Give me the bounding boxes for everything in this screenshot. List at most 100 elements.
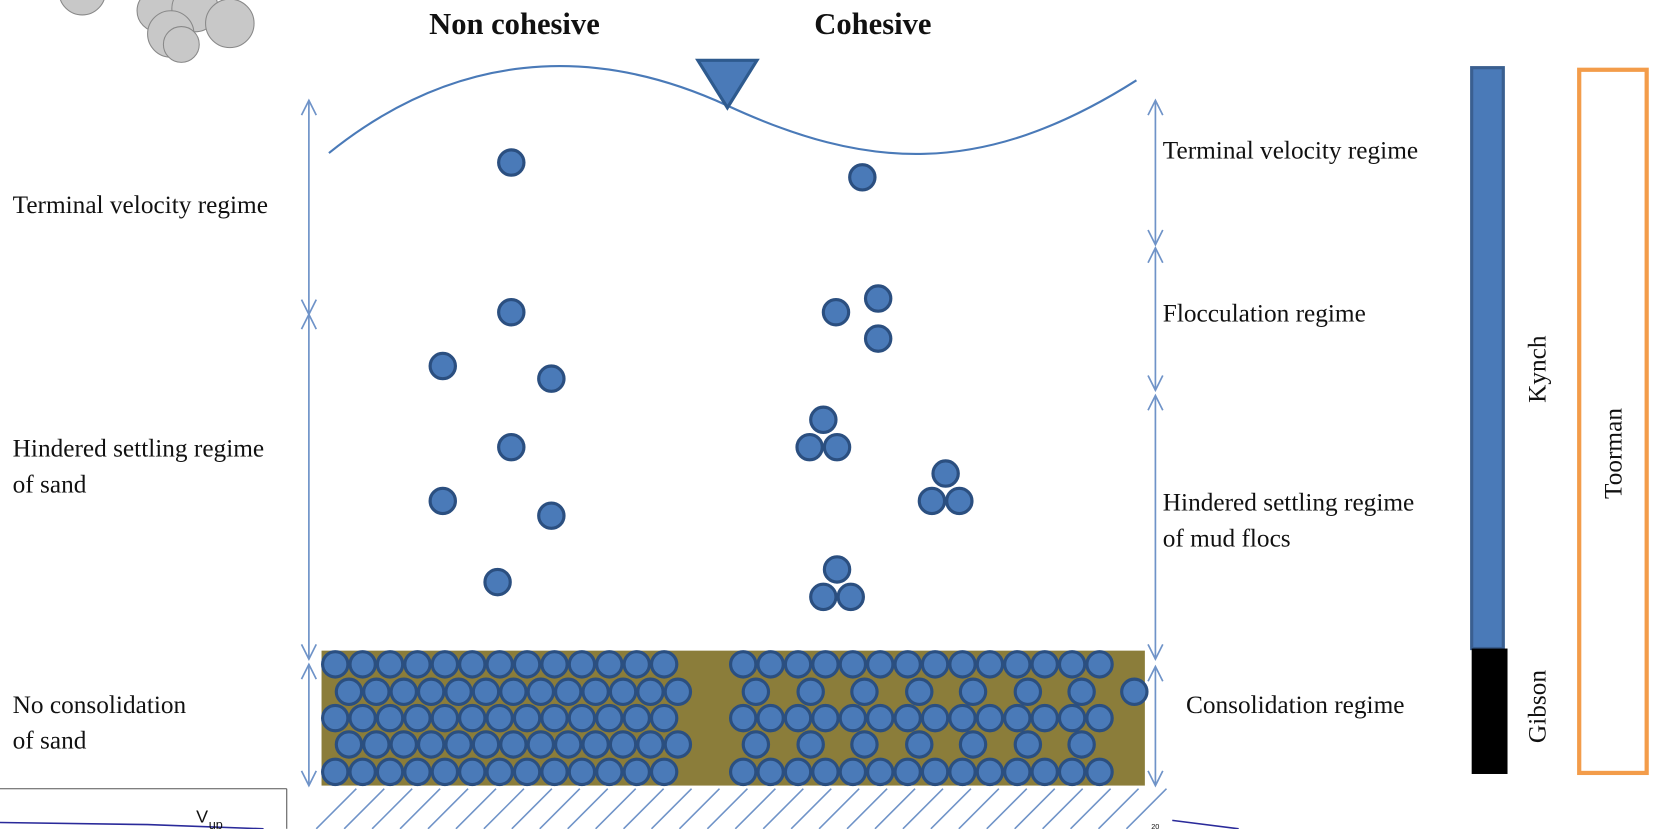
particle: [542, 705, 567, 730]
particle: [323, 652, 348, 677]
particle: [1005, 759, 1030, 784]
particle: [823, 300, 848, 325]
particle: [813, 705, 838, 730]
particle: [539, 503, 564, 528]
particle: [758, 652, 783, 677]
particle: [487, 705, 512, 730]
particle: [430, 488, 455, 513]
particle: [950, 705, 975, 730]
particle: [460, 652, 485, 677]
particle: [950, 759, 975, 784]
regime-label: of sand: [13, 471, 87, 499]
particle: [583, 732, 608, 757]
particle: [569, 759, 594, 784]
particle: [460, 759, 485, 784]
particle: [868, 759, 893, 784]
particle: [446, 679, 471, 704]
particle: [499, 300, 524, 325]
particle: [1087, 705, 1112, 730]
particle: [569, 652, 594, 677]
particle: [731, 705, 756, 730]
inset-fragment: V up 20: [0, 789, 1239, 829]
particle: [977, 759, 1002, 784]
particle: [652, 652, 677, 677]
particle: [758, 759, 783, 784]
inset-label: V: [196, 806, 208, 826]
particle: [624, 652, 649, 677]
particle: [922, 705, 947, 730]
particle: [350, 705, 375, 730]
regime-label: Hindered settling regime: [1163, 488, 1414, 516]
particle: [432, 759, 457, 784]
particle: [556, 679, 581, 704]
particle: [364, 732, 389, 757]
particle: [1069, 679, 1094, 704]
particle: [824, 557, 849, 582]
particle: [539, 366, 564, 391]
particle: [597, 652, 622, 677]
particle: [377, 759, 402, 784]
diagram: Non cohesive Cohesive Kynch Gibson Toorm…: [0, 0, 1653, 829]
particle: [1059, 652, 1084, 677]
particle: [1059, 705, 1084, 730]
particle: [1032, 705, 1057, 730]
particle: [1059, 759, 1084, 784]
particle: [638, 732, 663, 757]
particle: [813, 652, 838, 677]
particle: [852, 732, 877, 757]
particle: [797, 435, 822, 460]
particle: [1087, 652, 1112, 677]
particle: [977, 705, 1002, 730]
particle: [868, 705, 893, 730]
particle: [405, 759, 430, 784]
particle: [813, 759, 838, 784]
particle: [610, 732, 635, 757]
particle: [811, 584, 836, 609]
particle: [377, 705, 402, 730]
particle: [933, 461, 958, 486]
particle: [838, 584, 863, 609]
particle: [501, 679, 526, 704]
particle: [499, 150, 524, 175]
particle: [866, 326, 891, 351]
particle: [785, 759, 810, 784]
particle: [350, 759, 375, 784]
particle: [852, 679, 877, 704]
particle: [840, 652, 865, 677]
particle: [430, 353, 455, 378]
particle: [811, 407, 836, 432]
particle: [542, 759, 567, 784]
page: Non cohesive Cohesive Kynch Gibson Toorm…: [0, 0, 1653, 829]
particle: [432, 652, 457, 677]
particle: [597, 759, 622, 784]
particle: [665, 732, 690, 757]
particle: [391, 732, 416, 757]
particle: [731, 652, 756, 677]
particle: [405, 705, 430, 730]
particle: [350, 652, 375, 677]
regime-label: Flocculation regime: [1163, 300, 1366, 328]
particle: [528, 679, 553, 704]
particle: [1087, 759, 1112, 784]
particle: [473, 732, 498, 757]
particle: [405, 652, 430, 677]
particle: [866, 286, 891, 311]
particle: [432, 705, 457, 730]
particle: [487, 759, 512, 784]
regime-label: Hindered settling regime: [13, 435, 265, 463]
particle: [597, 705, 622, 730]
particle: [336, 732, 361, 757]
particle: [895, 652, 920, 677]
regime-label: of mud flocs: [1163, 524, 1291, 552]
particle: [743, 679, 768, 704]
particle: [960, 679, 985, 704]
particle: [850, 165, 875, 190]
particle: [977, 652, 1002, 677]
particle: [1005, 652, 1030, 677]
particle: [950, 652, 975, 677]
kynch-bar: [1472, 68, 1504, 649]
particle: [336, 679, 361, 704]
particle: [895, 705, 920, 730]
particle: [907, 732, 932, 757]
particle: [785, 652, 810, 677]
